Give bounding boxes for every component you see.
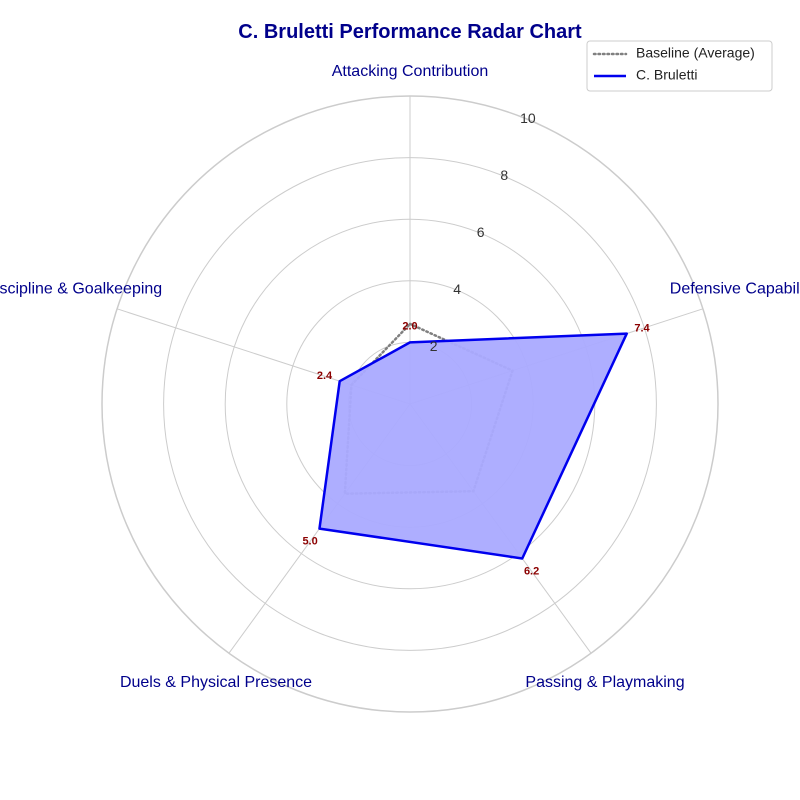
legend-label-c-bruletti: C. Bruletti (636, 67, 697, 83)
value-labels: 2.0 7.4 6.2 5.0 2.4 (302, 320, 650, 577)
chart-legend: Baseline (Average) C. Bruletti (586, 40, 773, 92)
radial-tick-label: 6 (477, 224, 485, 240)
axis-label-defensive-capability: Defensive Capability (670, 281, 800, 298)
chart-title: C. Bruletti Performance Radar Chart (238, 21, 582, 43)
axis-label-discipline-goalkeeping: Discipline & Goalkeeping (0, 281, 162, 298)
legend-label-baseline-average: Baseline (Average) (636, 45, 755, 61)
legend-frame (586, 40, 773, 92)
axis-label-attacking-contribution: Attacking Contribution (332, 63, 489, 80)
value-label: 2.0 (402, 320, 417, 332)
axis-label-passing-playmaking: Passing & Playmaking (525, 674, 684, 691)
radial-tick-label: 4 (453, 281, 461, 297)
series-line-c-bruletti (318, 332, 629, 560)
value-label: 6.2 (524, 565, 539, 577)
value-label: 7.4 (634, 323, 650, 335)
radial-ticks: 2 4 6 8 10 (430, 110, 536, 354)
radar-series (318, 322, 629, 560)
radial-tick-label: 8 (500, 167, 508, 183)
value-label: 2.4 (317, 370, 333, 382)
axis-labels: Attacking Contribution Defensive Capabili… (0, 63, 800, 691)
radial-tick-label: 2 (430, 338, 438, 354)
series-fill-c-bruletti (319, 333, 627, 559)
radial-tick-label: 10 (520, 110, 536, 126)
axis-label-duels-physical-presence: Duels & Physical Presence (120, 674, 312, 691)
value-label: 5.0 (302, 535, 317, 547)
